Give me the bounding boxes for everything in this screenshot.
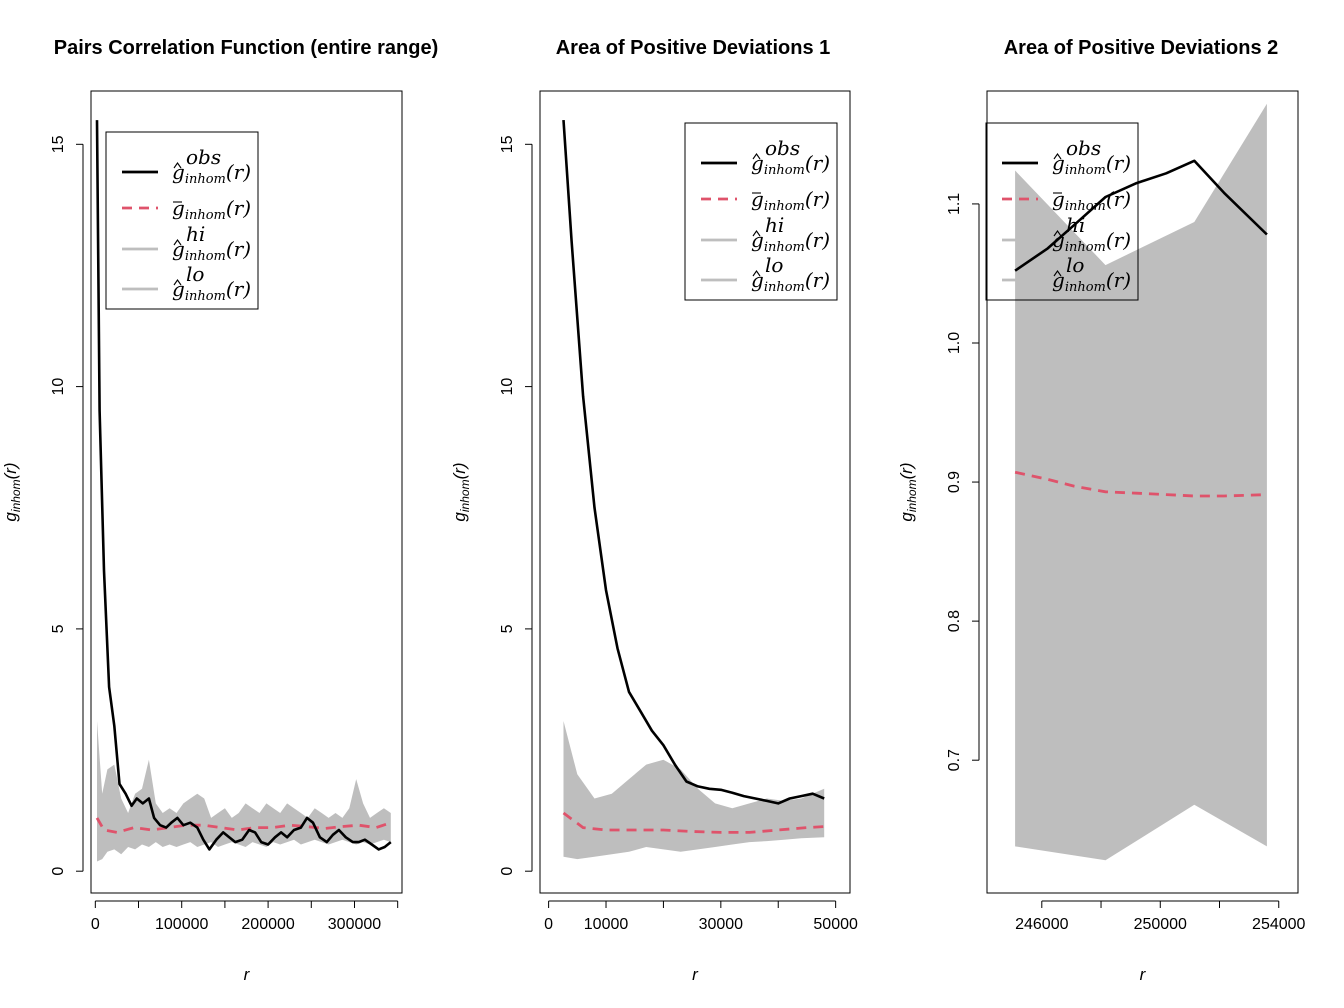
legend-entry-lo: ginhom(r)lo <box>122 262 251 304</box>
x-tick-label: 10000 <box>584 916 629 933</box>
envelope-band <box>1015 103 1267 861</box>
panel-1: Pairs Correlation Function (entire range… <box>1 37 438 984</box>
legend-hat-accent <box>173 239 182 246</box>
x-tick-label: 200000 <box>241 916 294 933</box>
legend-label: ginhom(r) <box>751 228 830 255</box>
legend-superscript: lo <box>765 253 783 277</box>
y-tick-label: 10 <box>499 378 516 396</box>
plot-frame <box>986 90 1299 894</box>
panel-3: Area of Positive Deviations 2 246000 25000… <box>897 37 1306 984</box>
plot-frame <box>90 90 403 894</box>
x-tick-label: 50000 <box>813 916 858 933</box>
legend-label: ginhom(r) <box>1052 228 1131 255</box>
legend-superscript: obs <box>765 136 800 160</box>
y-tick-label: 0 <box>499 867 516 876</box>
legend-hat-accent <box>173 279 182 286</box>
y-tick-label: 15 <box>499 135 516 153</box>
x-tick-label: 30000 <box>699 916 744 933</box>
legend-entry-obs: ginhom(r)obs <box>122 145 251 187</box>
legend-hat-accent <box>752 230 761 237</box>
legend-box <box>105 131 259 310</box>
plot-area <box>95 120 392 862</box>
legend-hat-accent <box>752 153 761 160</box>
observed-line <box>95 120 392 851</box>
y-tick-label: 1.0 <box>946 332 963 354</box>
legend-label: ginhom(r) <box>751 187 830 214</box>
legend-hat-accent <box>752 270 761 277</box>
y-tick-label: 1.1 <box>946 193 963 215</box>
x-tick-label: 0 <box>544 916 553 933</box>
legend-hat-accent <box>1053 153 1062 160</box>
x-tick-label: 100000 <box>155 916 208 933</box>
y-tick-label: 0.9 <box>946 471 963 493</box>
envelope-band <box>563 721 825 860</box>
legend-label: ginhom(r) <box>172 160 251 187</box>
x-tick-label: 0 <box>91 916 100 933</box>
legend-hat-accent <box>1053 230 1062 237</box>
y-tick-label: 5 <box>50 624 67 633</box>
plot-frame <box>539 90 851 894</box>
y-tick-label: 0 <box>50 867 67 876</box>
legend-box <box>684 122 838 301</box>
legend-box <box>985 122 1139 301</box>
legend-entry-hi: ginhom(r)hi <box>701 213 830 255</box>
y-tick-label: 0.8 <box>946 610 963 632</box>
legend: ginhom(r)obsginhom(r)ginhom(r)higinhom(r… <box>105 131 259 310</box>
plot-area <box>562 120 825 860</box>
legend-superscript: hi <box>765 213 784 237</box>
legend-superscript: hi <box>186 222 205 246</box>
legend-superscript: hi <box>1066 213 1085 237</box>
legend-entry-obs: ginhom(r)obs <box>1002 136 1131 178</box>
legend-entry-obs: ginhom(r)obs <box>701 136 830 178</box>
chart-title: Pairs Correlation Function (entire range… <box>54 37 439 59</box>
legend-entry-hi: ginhom(r)hi <box>122 222 251 264</box>
legend-label: ginhom(r) <box>172 277 251 304</box>
legend-label: ginhom(r) <box>751 268 830 295</box>
legend-hat-accent <box>1053 270 1062 277</box>
mean-line <box>1014 470 1267 498</box>
legend-entry-lo: ginhom(r)lo <box>1002 253 1131 295</box>
legend-hat-accent <box>173 162 182 169</box>
chart-title: Area of Positive Deviations 1 <box>556 37 831 59</box>
y-tick-label: 15 <box>50 135 67 153</box>
y-axis-label: ginhom(r) <box>450 462 472 521</box>
legend-entry-mean: ginhom(r) <box>701 187 830 214</box>
y-tick-label: 5 <box>499 624 516 633</box>
chart-title: Area of Positive Deviations 2 <box>1004 37 1279 59</box>
x-tick-label: 250000 <box>1134 916 1187 933</box>
x-axis-label: r <box>692 965 699 984</box>
legend-superscript: lo <box>186 262 204 286</box>
legend-superscript: obs <box>1066 136 1101 160</box>
observed-line <box>562 120 825 805</box>
x-tick-label: 254000 <box>1252 916 1305 933</box>
y-axis-label: ginhom(r) <box>897 462 919 521</box>
legend: ginhom(r)obsginhom(r)ginhom(r)higinhom(r… <box>684 122 838 301</box>
x-tick-label: 246000 <box>1015 916 1068 933</box>
y-tick-label: 0.7 <box>946 749 963 771</box>
legend-entry-mean: ginhom(r) <box>122 196 251 223</box>
y-axis-label: ginhom(r) <box>1 462 23 521</box>
legend-label: ginhom(r) <box>172 237 251 264</box>
legend-superscript: obs <box>186 145 221 169</box>
legend-label: ginhom(r) <box>172 196 251 223</box>
envelope-band <box>97 721 391 862</box>
panel-2: Area of Positive Deviations 1 0 10000 30000… <box>450 37 858 984</box>
legend-label: ginhom(r) <box>1052 187 1131 214</box>
legend-entry-hi: ginhom(r)hi <box>1002 213 1131 255</box>
legend: ginhom(r)obsginhom(r)ginhom(r)higinhom(r… <box>985 122 1139 301</box>
x-axis-label: r <box>244 965 251 984</box>
mean-line <box>562 811 825 834</box>
x-axis-label: r <box>1140 965 1147 984</box>
legend-entry-lo: ginhom(r)lo <box>701 253 830 295</box>
legend-superscript: lo <box>1066 253 1084 277</box>
observed-line <box>1014 159 1268 272</box>
plot-area <box>1014 103 1268 861</box>
x-tick-label: 300000 <box>328 916 381 933</box>
y-tick-label: 10 <box>50 378 67 396</box>
